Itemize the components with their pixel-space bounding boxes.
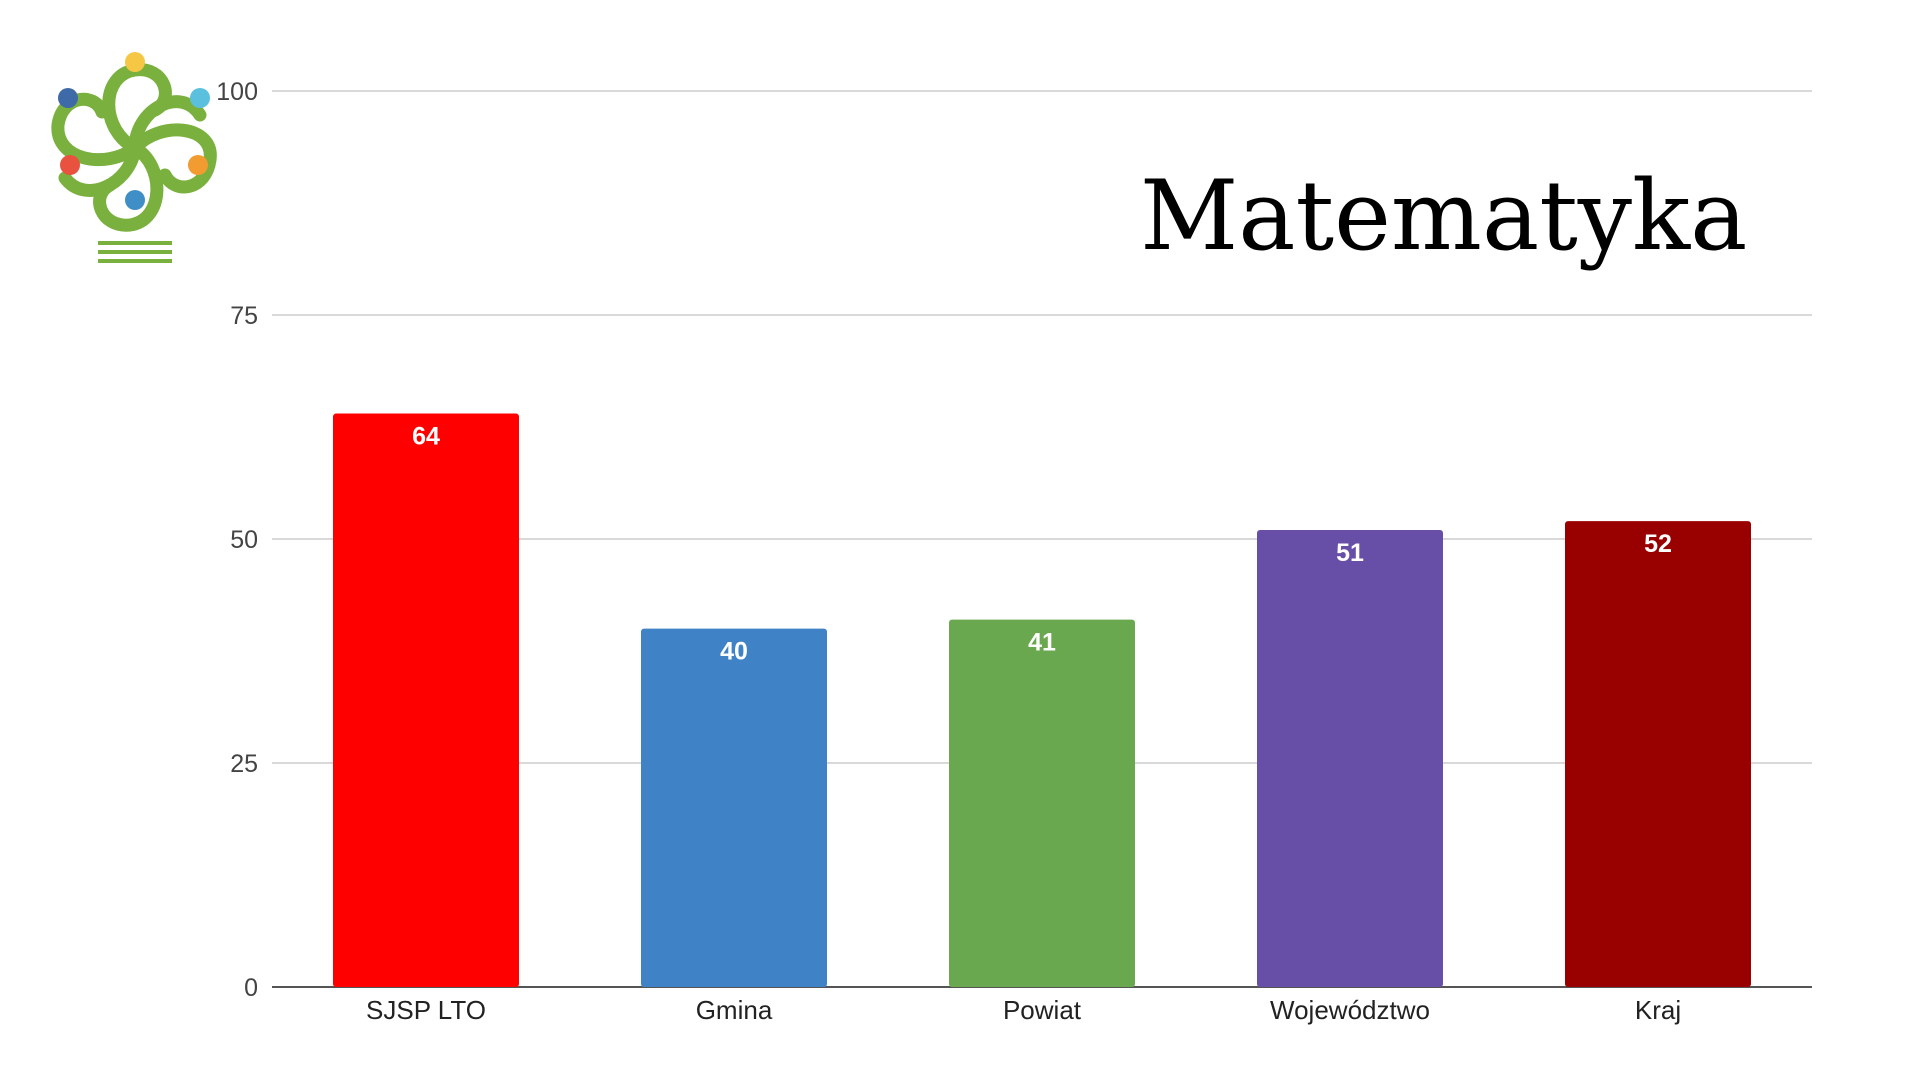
school-logo-icon xyxy=(51,52,217,263)
y-tick-label: 25 xyxy=(230,750,258,778)
logo-dots xyxy=(58,52,210,210)
data-label: 64 xyxy=(412,423,440,451)
x-tick-label: Województwo xyxy=(1270,995,1430,1025)
x-tick-label: Kraj xyxy=(1635,995,1681,1025)
data-label: 51 xyxy=(1336,539,1364,567)
x-tick-label: Powiat xyxy=(1003,995,1082,1025)
chart-title: Matematyka xyxy=(1140,160,1748,272)
bar-gmina xyxy=(641,628,827,987)
bar-sjsp-lto xyxy=(333,413,519,987)
data-label: 40 xyxy=(720,638,748,666)
bar-powiat xyxy=(949,619,1135,987)
y-tick-label: 75 xyxy=(230,302,258,330)
y-tick-label: 50 xyxy=(230,526,258,554)
x-tick-label: Gmina xyxy=(696,995,773,1025)
bar-kraj xyxy=(1565,521,1751,987)
data-label: 52 xyxy=(1644,530,1672,558)
x-tick-label: SJSP LTO xyxy=(366,995,486,1025)
y-tick-label: 100 xyxy=(216,78,258,106)
data-label: 41 xyxy=(1028,629,1056,657)
y-tick-label: 0 xyxy=(244,974,258,1002)
bar-województwo xyxy=(1257,530,1443,987)
